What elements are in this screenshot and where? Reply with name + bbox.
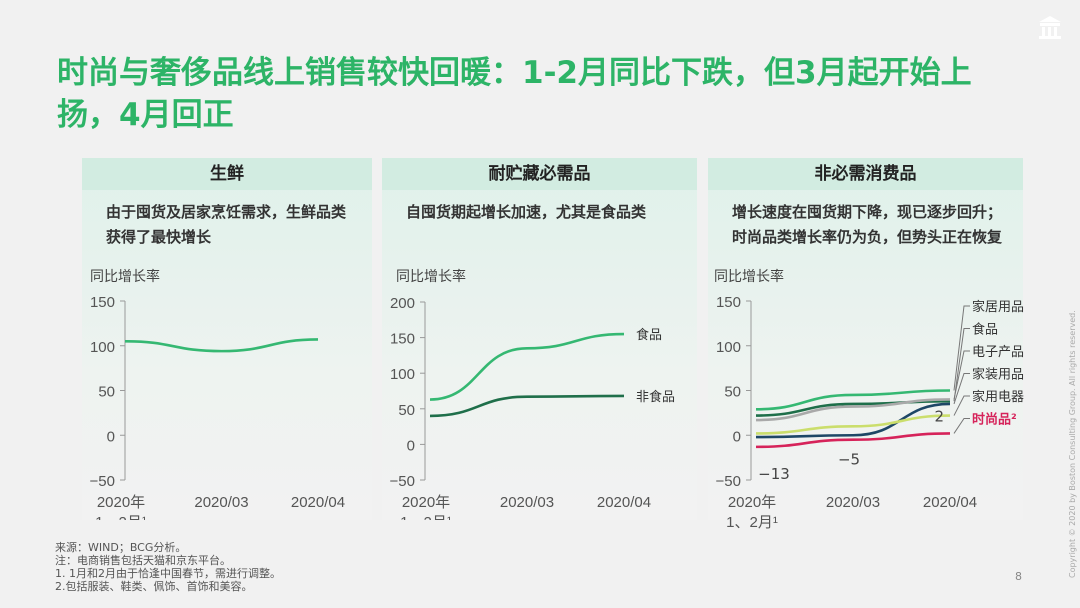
panel-description: 自囤货期起增长加速，尤其是食品类 [406,203,647,221]
series-label: 非食品 [636,389,675,405]
chart-storable: 200 150 100 50 0 −50 2020年 1、2月¹ 2020/03 2020/04 食… [390,295,675,520]
data-label: −5 [838,451,860,469]
x-tick-label: 2020年 [402,494,450,511]
series-label: 食品 [972,322,998,338]
x-tick-label: 2020/04 [597,494,651,511]
x-tick-label: 1、2月¹ [400,514,452,520]
copyright: Copyright © 2020 by Boston Consulting Gr… [1068,310,1077,578]
y-tick-label: 50 [724,384,741,401]
y-tick-label: 0 [733,428,741,445]
x-tick-label: 1、2月¹ [726,514,778,531]
note-source: 来源：WIND；BCG分析。 [55,541,187,554]
y-axis-label: 同比增长率 [90,269,160,285]
x-tick-label: 2020/03 [826,494,880,511]
x-tick-label: 2020/03 [500,494,554,511]
y-axis-label: 同比增长率 [714,269,784,285]
y-tick-label: 150 [390,331,415,348]
page-number: 8 [1015,570,1022,583]
panel-heading: 耐贮藏必需品 [382,158,697,190]
x-tick-label: 2020/03 [194,494,248,511]
series-line-非食品 [429,394,625,418]
y-tick-label: 200 [390,295,415,312]
series-label: 家用电器 [972,389,1024,405]
leader-line [953,350,970,400]
series-line-家装用品 [755,402,951,439]
chart-fresh: 150 100 50 0 −50 2020年 1、2月¹ 2020/03 2020/04 [90,294,346,520]
note-platform: 注：电商销售包括天猫和京东平台。 [55,554,231,567]
panel-discretionary: 非必需消费品 增长速度在囤货期下降，现已逐步回升；时尚品类增长率仍为负，但势头正… [708,158,1024,531]
x-tick-label: 2020/04 [291,494,345,511]
y-tick-label: −50 [716,473,741,490]
chart-discretionary: 150 100 50 0 −50 2020年 1、2月¹ 2020/03 2020/04 家居用品… [716,294,1024,531]
y-tick-label: 50 [398,402,415,419]
series-label: 电子产品 [972,345,1024,360]
y-tick-label: 100 [390,366,415,383]
panel-heading: 非必需消费品 [708,158,1023,190]
data-label: −13 [758,465,790,483]
panel-description: 增长速度在囤货期下降，现已逐步回升；时尚品类增长率仍为负，但势头正在恢复 [732,203,1003,246]
series-line-series [124,338,319,353]
y-tick-label: 0 [107,428,115,445]
note-2: 2.包括服装、鞋类、佩饰、首饰和美容。 [55,580,253,593]
x-tick-label: 1、2月¹ [95,514,147,520]
leader-line [953,395,970,416]
series-line-时尚品² [755,432,951,449]
y-tick-label: 150 [90,294,115,311]
y-axis-label: 同比增长率 [396,269,466,285]
panel-heading: 生鲜 [82,158,372,190]
leader-line [953,418,970,434]
footnotes: 来源：WIND；BCG分析。 注：电商销售包括天猫和京东平台。 1. 1月和2月… [55,541,281,593]
y-tick-label: −50 [90,473,115,490]
series-label: 家装用品 [972,367,1024,383]
panel-fresh: 生鲜 由于囤货及居家烹饪需求，生鲜品类获得了最快增长 同比增长率 150 100 5… [82,158,372,520]
y-tick-label: 100 [716,339,741,356]
series-line-食品 [429,332,625,401]
note-1: 1. 1月和2月由于恰逢中国春节，需进行调整。 [55,567,281,580]
data-label: 2 [934,407,944,425]
series-line-电子产品 [755,398,951,422]
x-tick-label: 2020年 [97,494,145,511]
y-tick-label: 100 [90,339,115,356]
y-tick-label: 150 [716,294,741,311]
leader-line [953,373,970,405]
series-line-家居用品 [755,389,951,411]
panel-storable: 耐贮藏必需品 自囤货期起增长加速，尤其是食品类 同比增长率 200 150 100 5… [382,158,697,520]
page-title: 时尚与奢侈品线上销售较快回暖：1-2月同比下跌，但3月起开始上扬，4月回正 [57,55,972,133]
panel-description: 由于囤货及居家烹饪需求，生鲜品类获得了最快增长 [106,203,347,246]
x-tick-label: 2020/04 [923,494,977,511]
series-label: 时尚品² [972,412,1017,428]
y-tick-label: −50 [390,473,415,490]
series-label: 食品 [636,327,662,343]
bcg-logo-icon [1037,14,1063,44]
leader-line [953,305,970,391]
y-tick-label: 0 [407,437,415,454]
x-tick-label: 2020年 [728,494,776,511]
series-line-家用电器 [755,414,951,435]
leader-line [953,328,970,402]
y-tick-label: 50 [98,384,115,401]
series-label: 家居用品 [972,299,1024,315]
